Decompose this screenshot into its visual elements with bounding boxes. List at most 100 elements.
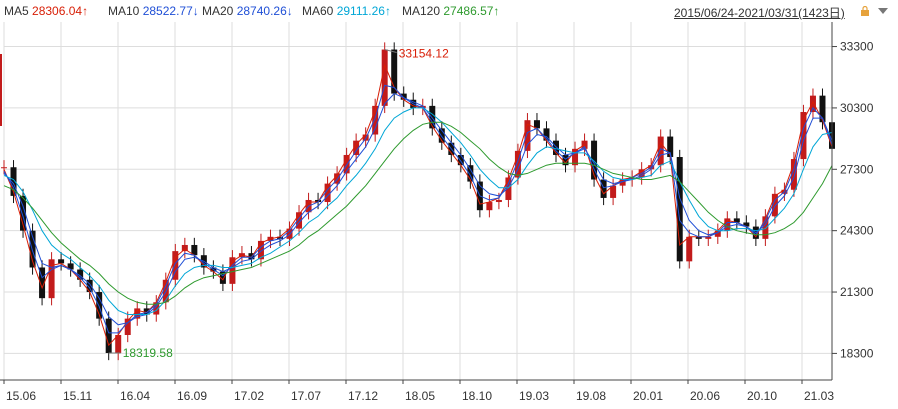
x-tick-label: 17.12 <box>348 389 378 403</box>
candle-body <box>67 263 74 270</box>
lock-icon[interactable] <box>860 6 870 16</box>
candle-body <box>229 257 236 284</box>
x-tick-label: 19.03 <box>519 389 549 403</box>
candle-body <box>676 157 683 262</box>
candle-body <box>315 199 322 203</box>
y-tick-label: 18300 <box>840 346 874 360</box>
x-axis-ticks: 15.06 15.11 16.04 16.09 17.02 17.07 17.12 18.05… <box>3 380 834 403</box>
candle-body <box>762 216 769 239</box>
x-tick-label: 21.03 <box>804 389 834 403</box>
candle-body <box>572 148 579 166</box>
candle-body <box>495 199 502 203</box>
min-value-label: 18319.58 <box>123 346 173 360</box>
x-tick-label: 18.10 <box>462 389 492 403</box>
ma-lines <box>3 63 833 347</box>
candle-body <box>277 236 283 239</box>
candle-body <box>419 105 426 108</box>
y-axis-ticks: 33300 30300 27300 24300 21300 18300 <box>832 40 874 360</box>
y-tick-label: 24300 <box>840 224 874 238</box>
candle-body <box>733 218 740 223</box>
candle-body <box>809 95 816 113</box>
candle-body <box>286 228 293 239</box>
y-tick-label: 33300 <box>840 40 874 54</box>
candle-body <box>48 259 55 299</box>
candle-body <box>610 185 617 198</box>
candle-body <box>353 140 360 155</box>
x-tick-label: 15.11 <box>63 389 92 403</box>
candle-body <box>39 267 46 299</box>
candle-body <box>724 218 731 231</box>
candle-body <box>296 212 303 229</box>
ma-line-ma10 <box>3 84 833 334</box>
candles <box>1 42 835 361</box>
x-tick-label: 20.01 <box>633 389 663 403</box>
x-tick-label: 19.08 <box>576 389 606 403</box>
y-tick-label: 21300 <box>840 285 874 299</box>
ma-line-ma5 <box>3 63 833 347</box>
candle-body <box>143 308 150 315</box>
x-tick-label: 20.06 <box>690 389 720 403</box>
candle-body <box>134 308 141 319</box>
red-side-marker <box>0 54 2 126</box>
candle-body <box>533 120 540 129</box>
candle-body <box>790 159 797 190</box>
candle-body <box>667 136 674 158</box>
x-tick-label: 20.10 <box>747 389 777 403</box>
x-tick-label: 15.06 <box>6 389 36 403</box>
candle-body <box>800 112 807 160</box>
candle-body <box>115 334 122 353</box>
candle-body <box>343 154 350 174</box>
candle-body <box>524 120 531 151</box>
candle-body <box>219 271 226 284</box>
candle-body <box>553 140 559 155</box>
candle-body <box>334 173 341 184</box>
candle-body <box>619 179 626 186</box>
y-tick-label: 30300 <box>840 101 874 115</box>
candle-body <box>153 302 160 315</box>
candle-body <box>686 236 693 262</box>
candle-body <box>372 105 379 135</box>
candle-body <box>714 230 721 237</box>
ma60-indicator: MA60 29111.26↑ <box>302 4 391 18</box>
candle-body <box>191 244 198 256</box>
candle-body <box>591 140 598 180</box>
dropdown-caret-icon[interactable] <box>877 6 889 16</box>
ma120-indicator: MA120 27486.57↑ <box>402 4 500 18</box>
candle-body <box>600 179 607 198</box>
candle-body <box>486 202 493 211</box>
candle-body <box>181 244 188 252</box>
candle-body <box>514 150 521 178</box>
candle-body <box>86 279 93 293</box>
candle-body <box>124 318 131 335</box>
candle-body <box>695 236 702 239</box>
candle-body <box>457 154 464 166</box>
candle-body <box>429 105 436 129</box>
candle-body <box>629 177 636 180</box>
x-tick-label: 16.09 <box>177 389 207 403</box>
annotation-leader <box>384 49 397 54</box>
stock-chart: 33300 30300 27300 24300 21300 18300 15.06 15.1… <box>0 22 874 403</box>
max-value-label: 33154.12 <box>399 47 449 61</box>
x-tick-label: 17.07 <box>291 389 321 403</box>
candle-body <box>105 318 112 353</box>
indicator-bar: MA5 28306.04↑ MA10 28522.77↓ MA20 28740.… <box>0 0 898 22</box>
candle-body <box>172 251 179 280</box>
date-range-label[interactable]: 2015/06/24-2021/03/31(1423日) <box>674 6 845 20</box>
grid-lines <box>3 22 832 380</box>
candle-body <box>705 236 712 239</box>
candle-body <box>10 167 17 196</box>
x-tick-label: 16.04 <box>120 389 150 403</box>
candle-body <box>657 136 664 166</box>
candle-body <box>77 269 84 280</box>
candle-body <box>248 253 255 260</box>
candle-body <box>505 177 512 200</box>
candle-body <box>771 193 778 217</box>
annotations: 33154.12 18319.58 <box>108 47 449 360</box>
candle-body <box>400 93 407 100</box>
candle-body <box>58 259 65 264</box>
ma-line-ma20 <box>3 93 833 326</box>
ma20-indicator: MA20 28740.26↓ <box>202 4 293 18</box>
ma10-indicator: MA10 28522.77↓ <box>108 4 199 18</box>
candle-body <box>819 95 826 123</box>
candle-body <box>438 128 445 143</box>
